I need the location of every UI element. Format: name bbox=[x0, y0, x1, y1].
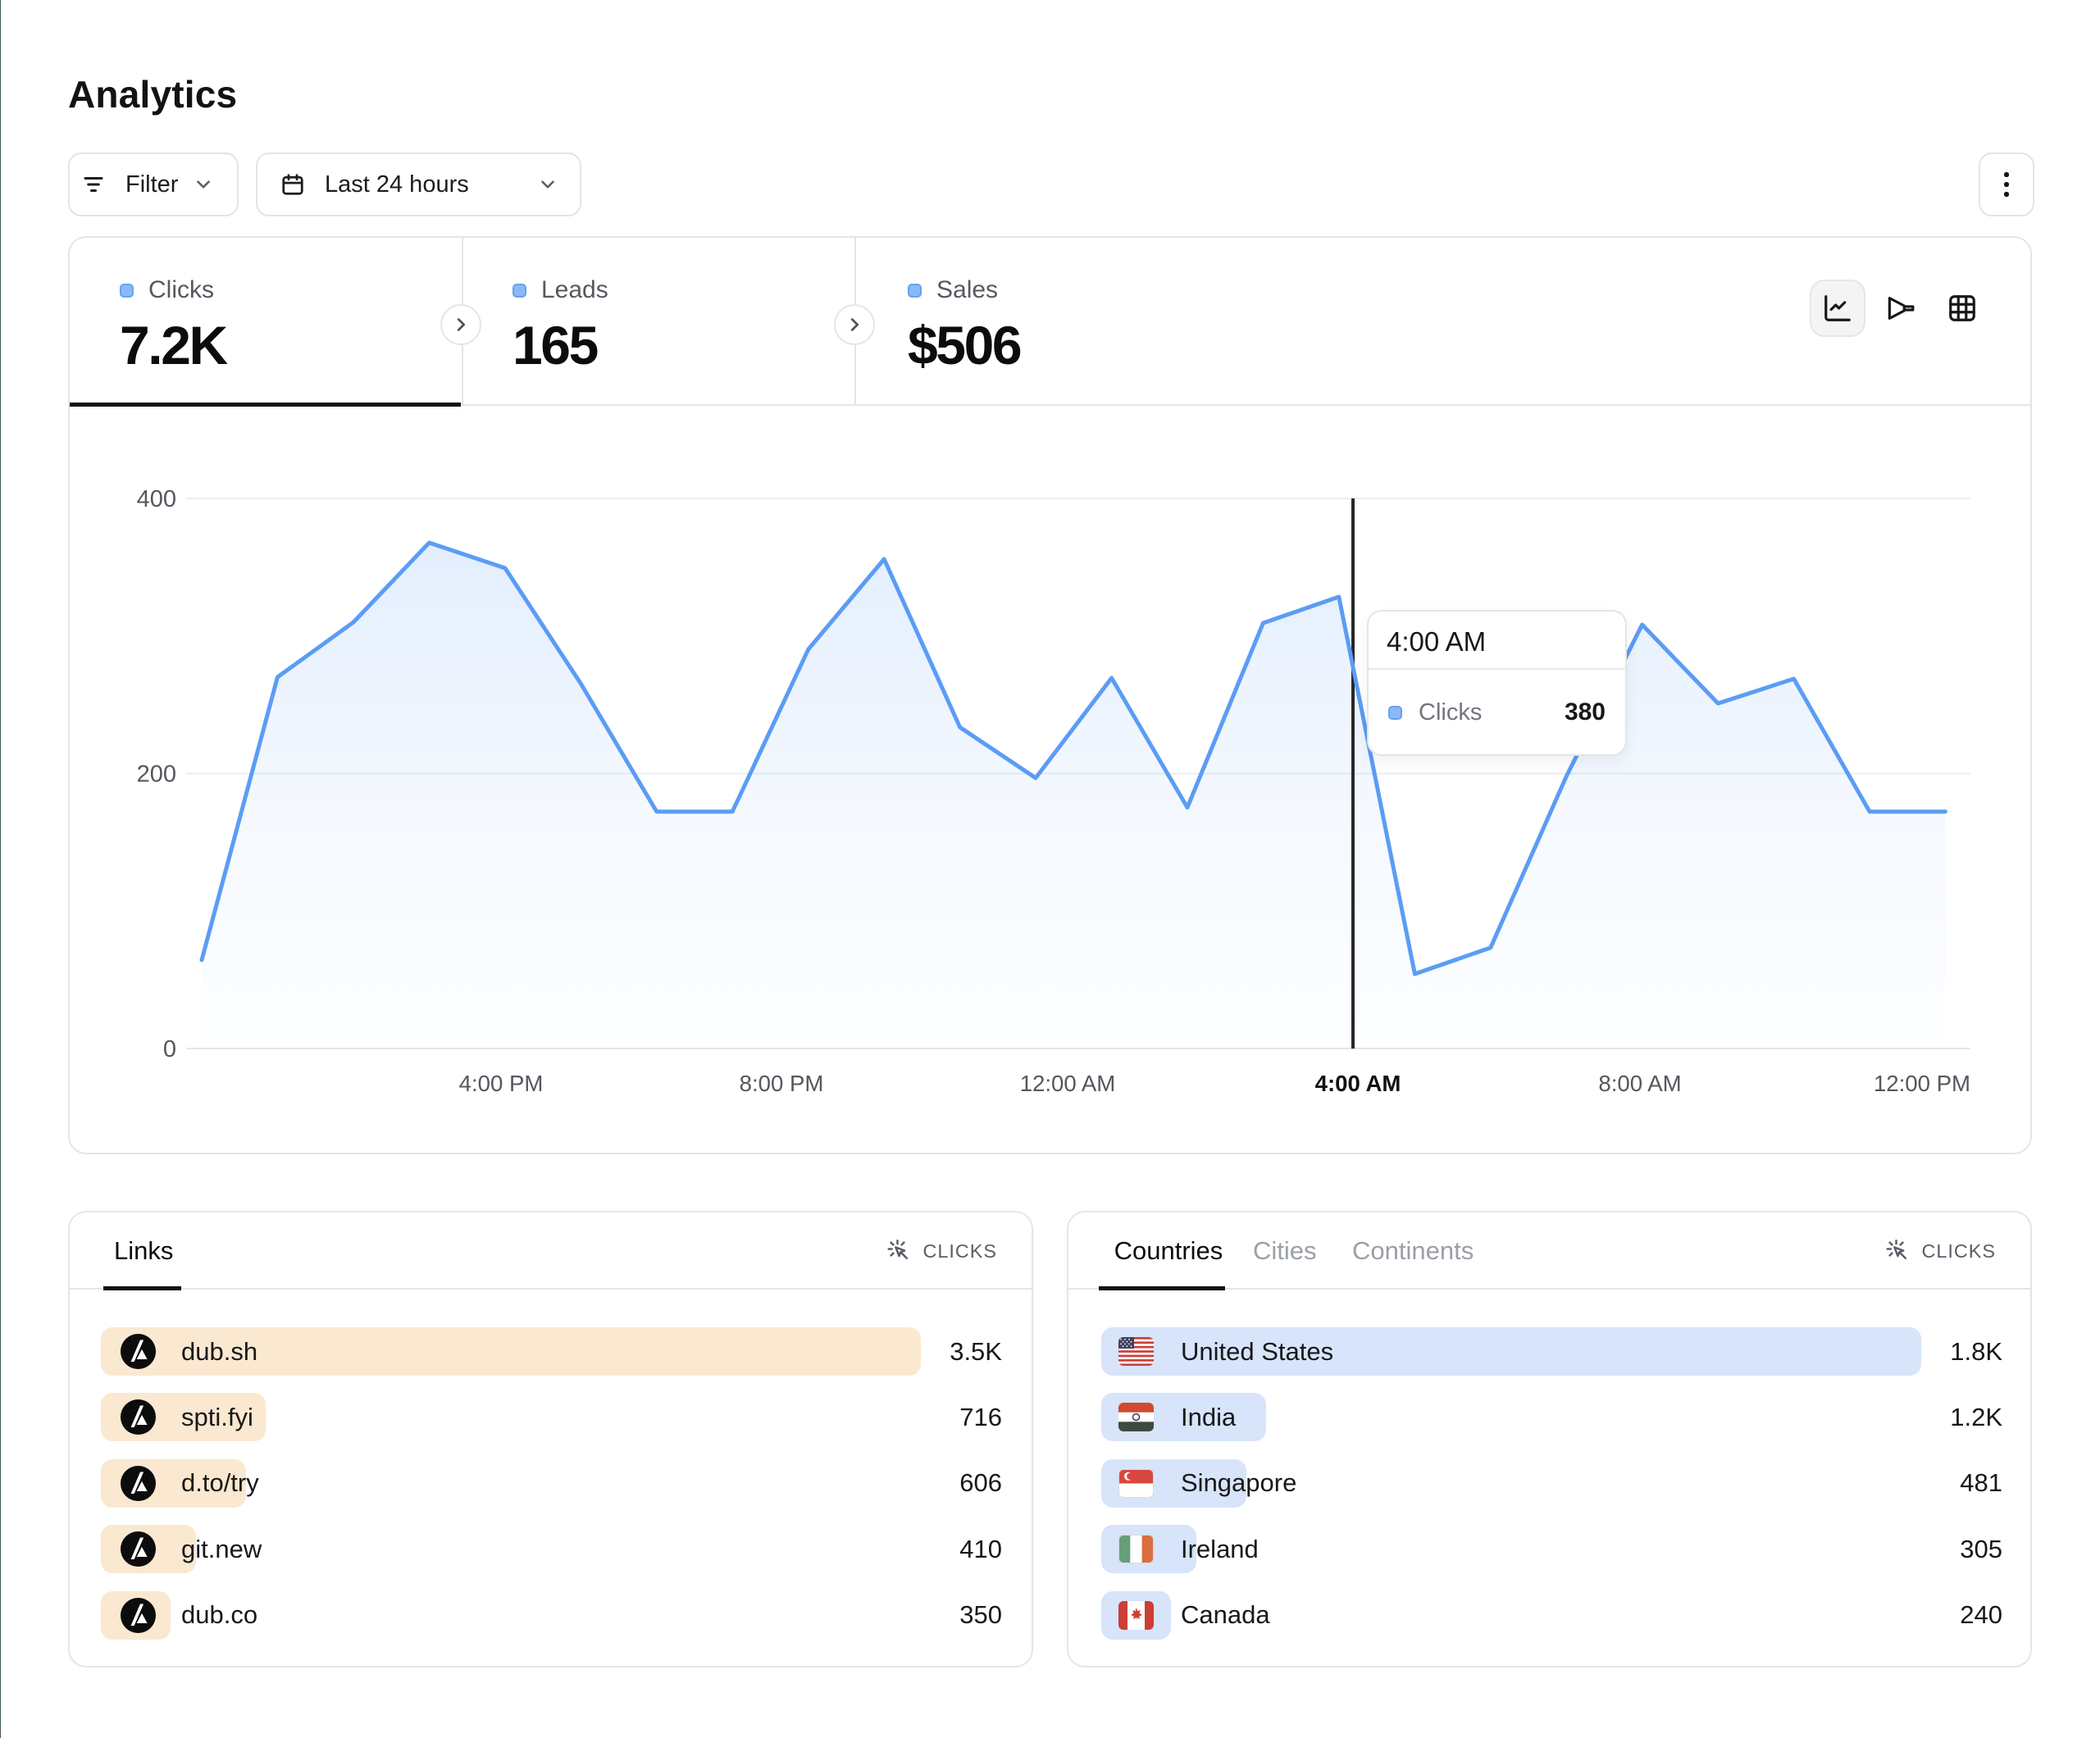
svg-text:4:00 AM: 4:00 AM bbox=[1315, 1071, 1401, 1096]
svg-text:400: 400 bbox=[137, 486, 176, 512]
svg-text:8:00 AM: 8:00 AM bbox=[1598, 1071, 1681, 1096]
svg-text:4:00 PM: 4:00 PM bbox=[459, 1071, 544, 1096]
svg-text:12:00 AM: 12:00 AM bbox=[1020, 1071, 1116, 1096]
svg-text:12:00 PM: 12:00 PM bbox=[1874, 1071, 1970, 1096]
svg-text:200: 200 bbox=[137, 762, 176, 788]
svg-text:8:00 PM: 8:00 PM bbox=[740, 1071, 824, 1096]
svg-text:0: 0 bbox=[163, 1036, 176, 1062]
